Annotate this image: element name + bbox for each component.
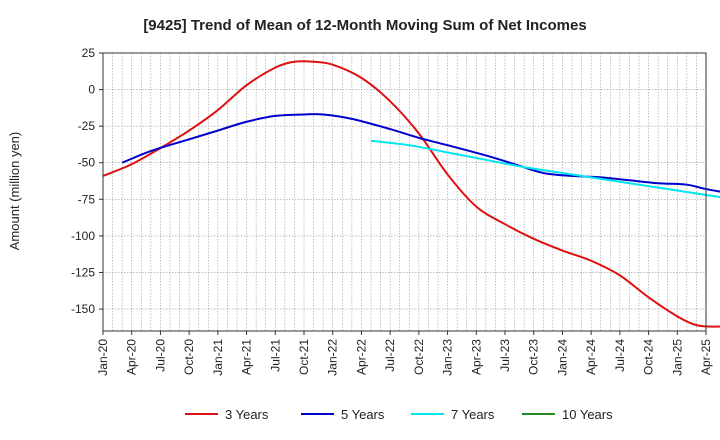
grid: [103, 52, 706, 331]
series-line-3-years: [102, 60, 720, 328]
x-tick-label: Jan-20: [96, 339, 110, 376]
series-line-5-years: [121, 113, 720, 193]
y-tick-label: -100: [71, 229, 95, 243]
series-lines: [102, 60, 720, 328]
x-tick-label: Oct-21: [297, 339, 311, 375]
x-tick-label: Jul-21: [268, 339, 282, 372]
series-line-7-years: [370, 139, 720, 198]
legend-label: 10 Years: [562, 407, 613, 422]
x-tick-label: Apr-21: [240, 339, 254, 375]
legend: 3 Years 5 Years 7 Years 10 Years: [185, 407, 613, 422]
x-tick-label: Jul-23: [498, 339, 512, 372]
y-tick-label: 0: [88, 83, 95, 97]
y-tick-label: -25: [78, 119, 96, 133]
x-tick-label: Jul-24: [613, 339, 627, 372]
x-tick-label: Apr-24: [584, 339, 598, 375]
x-tick-label: Oct-20: [182, 339, 196, 375]
x-tick-label: Apr-23: [469, 339, 483, 375]
x-tick-label: Apr-25: [699, 339, 713, 375]
x-tick-label: Jan-21: [211, 339, 225, 376]
x-axis-ticks: Jan-20 Apr-20 Jul-20 Oct-20 Jan-21 Apr-21 Jul-…: [96, 331, 713, 376]
x-tick-label: Jul-22: [383, 339, 397, 372]
y-tick-label: 25: [82, 46, 96, 60]
y-tick-label: -150: [71, 302, 95, 316]
y-tick-label: -125: [71, 265, 95, 279]
y-tick-label: -75: [78, 192, 96, 206]
legend-label: 3 Years: [225, 407, 269, 422]
legend-label: 7 Years: [451, 407, 495, 422]
y-axis-ticks: 25 0 -25 -50 -75 -100 -125 -150: [71, 46, 103, 316]
plot-area: [102, 52, 707, 332]
x-tick-label: Apr-22: [354, 339, 368, 375]
x-tick-label: Jan-23: [441, 339, 455, 376]
legend-label: 5 Years: [341, 407, 385, 422]
y-tick-label: -50: [78, 156, 96, 170]
y-axis-label: Amount (million yen): [7, 132, 22, 251]
x-tick-label: Apr-20: [125, 339, 139, 375]
chart-title: [9425] Trend of Mean of 12-Month Moving …: [143, 17, 586, 34]
x-tick-label: Jan-24: [555, 339, 569, 376]
x-tick-label: Jan-22: [326, 339, 340, 376]
x-tick-label: Oct-23: [527, 339, 541, 375]
x-tick-label: Oct-24: [642, 339, 656, 375]
x-tick-label: Oct-22: [412, 339, 426, 375]
x-tick-label: Jul-20: [153, 339, 167, 372]
x-tick-label: Jan-25: [670, 339, 684, 376]
